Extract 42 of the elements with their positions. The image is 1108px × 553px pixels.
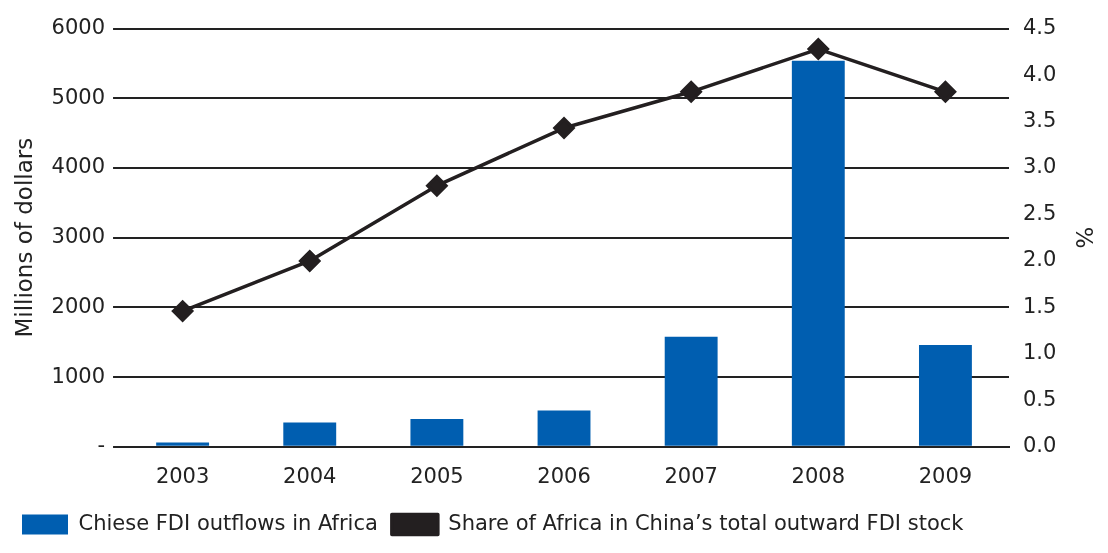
x-tick-label: 2006 bbox=[537, 463, 591, 488]
y-axis-title: Millions of dollars bbox=[10, 137, 37, 338]
y-tick-label: 4000 bbox=[51, 154, 106, 179]
bar bbox=[537, 410, 591, 446]
y-tick-label: 2000 bbox=[51, 293, 106, 318]
x-tick-label: 2003 bbox=[155, 463, 210, 488]
y2-tick-label: 3.0 bbox=[1023, 154, 1057, 179]
point bbox=[807, 38, 830, 60]
x-tick-label: 2008 bbox=[791, 463, 846, 488]
x-tick-label: 2005 bbox=[410, 463, 464, 488]
legend-label: Share of Africa in China’s total outward FDI stock bbox=[448, 510, 965, 535]
legend-label: Chiese FDI outflows in Africa bbox=[78, 510, 378, 535]
point bbox=[934, 81, 957, 103]
point bbox=[299, 250, 321, 272]
y-tick-label: 5000 bbox=[51, 84, 106, 109]
y2-tick-label: 1.5 bbox=[1023, 293, 1057, 318]
point bbox=[553, 117, 575, 139]
y2-tick-label: 3.5 bbox=[1023, 107, 1057, 132]
y2-axis-title: % bbox=[1071, 226, 1098, 249]
y-tick-label: 6000 bbox=[51, 15, 106, 40]
x-tick-label: 2009 bbox=[918, 463, 973, 488]
y2-tick-label: 4.5 bbox=[1023, 15, 1057, 40]
y-tick-label: 3000 bbox=[51, 224, 106, 249]
point bbox=[426, 174, 448, 197]
bar bbox=[664, 336, 718, 446]
y2-tick-label: 2.0 bbox=[1023, 247, 1057, 272]
y2-tick-label: 4.0 bbox=[1023, 61, 1057, 86]
y2-tick-label: 2.5 bbox=[1023, 200, 1057, 225]
bar bbox=[410, 418, 464, 446]
x-tick-label: 2007 bbox=[664, 463, 718, 488]
y2-tick-label: 0.0 bbox=[1023, 433, 1057, 458]
bar bbox=[156, 442, 210, 446]
bar bbox=[283, 422, 337, 446]
y-tick-label: 1000 bbox=[51, 363, 106, 388]
bar bbox=[918, 345, 972, 446]
y2-tick-label: 0.5 bbox=[1023, 386, 1057, 411]
y2-tick-label: 1.0 bbox=[1023, 340, 1057, 365]
point bbox=[680, 81, 702, 103]
point bbox=[171, 300, 194, 322]
x-tick-label: 2004 bbox=[283, 463, 337, 488]
y-tick-label: - bbox=[97, 433, 106, 458]
bar bbox=[791, 60, 845, 446]
